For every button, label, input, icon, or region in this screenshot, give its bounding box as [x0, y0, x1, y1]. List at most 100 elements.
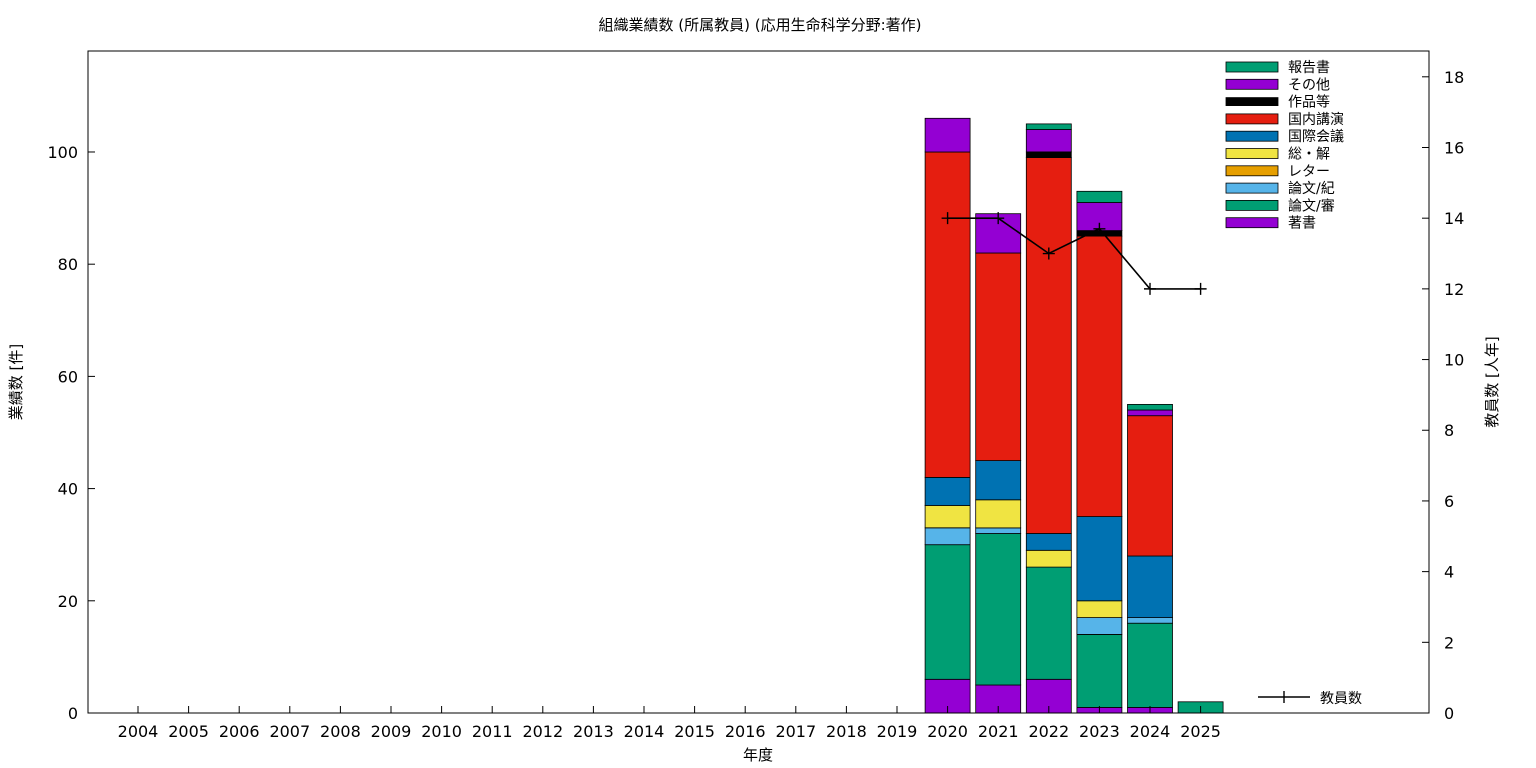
legend-label: 国内講演 [1288, 112, 1344, 128]
y2-tick-label: 12 [1444, 280, 1464, 299]
bars-layer [924, 117, 1224, 714]
bar-2020-series-1 [924, 544, 971, 680]
line-point-2022 [1042, 247, 1055, 260]
bar-2022-series-1 [1025, 566, 1072, 680]
bar-2022-series-4 [1025, 549, 1072, 568]
line-point-2024 [1144, 282, 1156, 295]
legend-swatch [1225, 165, 1279, 177]
legend-label: レター [1288, 164, 1330, 180]
bar-2024-series-5 [1127, 555, 1173, 619]
x-tick-label: 2023 [1079, 722, 1120, 741]
x-tick-label: 2004 [118, 722, 159, 741]
bar-2020-series-2 [924, 527, 971, 546]
bar-2024-series-1 [1127, 622, 1173, 708]
legend-swatch [1225, 182, 1279, 194]
y2-tick-label: 18 [1444, 68, 1464, 87]
y-axis-ticks: 0 20 40 60 80 100 [47, 143, 95, 723]
y2-tick-label: 2 [1444, 633, 1454, 652]
bar-2022-series-6 [1025, 157, 1072, 534]
legend-swatch [1225, 148, 1279, 159]
x-tick-label: 2008 [320, 722, 361, 741]
x-tick-label: 2015 [674, 722, 715, 741]
legend-label: 著書 [1288, 216, 1316, 232]
legend-label: その他 [1288, 77, 1330, 93]
x-tick-label: 2007 [269, 722, 310, 741]
y-tick-label: 80 [58, 255, 78, 274]
x-tick-label: 2010 [421, 722, 462, 741]
bar-2020-series-4 [924, 504, 971, 529]
bar-2024-series-2 [1127, 617, 1173, 624]
legend-swatch [1225, 61, 1279, 73]
x-tick-label: 2005 [168, 722, 209, 741]
legend-label: 総・解 [1288, 147, 1330, 163]
x-tick-label: 2013 [573, 722, 614, 741]
x-tick-label: 2011 [472, 722, 513, 741]
x-tick-label: 2016 [725, 722, 766, 741]
bar-2023-series-4 [1076, 600, 1123, 618]
bar-2021-series-1 [975, 533, 1022, 686]
bar-2022-series-5 [1025, 533, 1072, 551]
bar-2020-series-6 [924, 151, 971, 478]
plot-frame [87, 50, 1430, 714]
x-tick-label: 2017 [775, 722, 816, 741]
x-tick-label: 2006 [219, 722, 260, 741]
x-tick-label: 2020 [927, 722, 968, 741]
bar-2020-series-5 [924, 476, 971, 506]
legend-swatch [1225, 113, 1279, 125]
bar-2021-series-6 [975, 252, 1022, 462]
legend-swatch [1225, 199, 1279, 211]
bar-2021-series-4 [975, 499, 1022, 529]
bar-2024-series-8 [1127, 409, 1173, 417]
x-tick-label: 2021 [978, 722, 1019, 741]
legend-swatch [1225, 130, 1279, 142]
y-tick-label: 20 [58, 592, 78, 611]
line-point-2025 [1194, 282, 1207, 295]
y2-tick-label: 8 [1444, 421, 1454, 440]
bar-2021-series-2 [975, 527, 1022, 534]
y2-tick-label: 16 [1444, 138, 1464, 157]
legend-label: 国際会議 [1288, 128, 1344, 145]
bar-2023-series-9 [1076, 190, 1123, 203]
x-tick-label: 2012 [522, 722, 563, 741]
bar-2023-series-2 [1076, 617, 1123, 635]
y2-tick-label: 6 [1444, 492, 1454, 511]
y2-tick-label: 4 [1444, 563, 1454, 582]
legend-label: 報告書 [1288, 60, 1330, 76]
y-tick-label: 40 [58, 480, 78, 499]
bar-2022-series-8 [1025, 129, 1072, 153]
y2-axis-ticks: 0 2 4 6 8 10 12 14 16 18 [1422, 68, 1464, 723]
line-point-2023 [1093, 222, 1106, 235]
line-point-2020 [941, 212, 954, 225]
bar-2023-series-5 [1076, 516, 1123, 602]
y-tick-label: 100 [47, 143, 78, 162]
legend-label: 論文/紀 [1288, 181, 1335, 197]
line-legend: 教員数 [1258, 691, 1362, 707]
legend-label: 論文/審 [1288, 198, 1335, 214]
bar-2023-series-6 [1076, 235, 1123, 518]
y-tick-label: 60 [58, 367, 78, 386]
x-axis-label: 年度 [743, 746, 773, 764]
bar-2020-series-8 [924, 117, 971, 153]
bar-2023-series-1 [1076, 634, 1123, 708]
x-tick-label: 2022 [1028, 722, 1069, 741]
y2-tick-label: 14 [1444, 209, 1464, 228]
x-tick-label: 2019 [877, 722, 918, 741]
y2-tick-label: 0 [1444, 704, 1454, 723]
line-teachers [947, 217, 1201, 290]
line-legend-label: 教員数 [1320, 691, 1362, 707]
x-tick-label: 2025 [1180, 722, 1221, 741]
bar-2022-series-9 [1025, 123, 1072, 130]
bar-2024-series-9 [1127, 403, 1173, 411]
x-tick-label: 2018 [826, 722, 867, 741]
legend-label: 作品等 [1288, 94, 1330, 111]
y-axis-label: 業績数 [件] [7, 344, 25, 420]
x-tick-label: 2014 [624, 722, 665, 741]
line-layer [941, 212, 1207, 295]
legend-swatch [1225, 97, 1279, 106]
bar-2021-series-5 [975, 460, 1022, 501]
x-tick-label: 2024 [1130, 722, 1171, 741]
y2-tick-label: 10 [1444, 351, 1464, 370]
chart-title: 組織業績数 (所属教員) (応用生命科学分野:著作) [598, 16, 921, 34]
